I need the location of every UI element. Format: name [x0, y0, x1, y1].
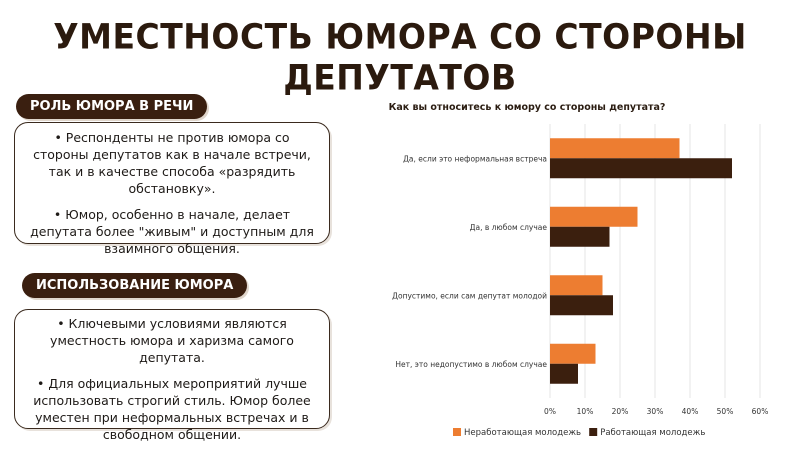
text-box-usage: • Ключевыми условиями являются уместност…: [14, 309, 330, 442]
bar-unemployed: [550, 275, 603, 296]
bar-unemployed: [550, 343, 596, 364]
y-category-label: Нет, это недопустимо в любом случае: [395, 360, 547, 369]
y-category-label: Да, если это неформальная встреча: [403, 154, 547, 163]
x-tick-label: 20%: [612, 407, 629, 416]
bullet-text: • Ключевыми условиями являются уместност…: [50, 316, 294, 365]
section-heading-usage: ИСПОЛЬЗОВАНИЕ ЮМОРА: [22, 273, 248, 298]
section-heading-role: РОЛЬ ЮМОРА В РЕЧИ: [16, 94, 208, 119]
x-tick-label: 0%: [544, 407, 556, 416]
bar-employed: [550, 295, 613, 316]
legend-swatch: [453, 428, 461, 436]
chart-title: Как вы относитесь к юмору со стороны деп…: [389, 102, 666, 113]
y-category-label: Да, в любом случае: [470, 223, 548, 232]
chart-svg: Как вы относитесь к юмору со стороны деп…: [389, 102, 769, 438]
bar-chart: Как вы относитесь к юмору со стороны деп…: [345, 96, 785, 446]
page-title: УМЕСТНОСТЬ ЮМОРА СО СТОРОНЫ ДЕПУТАТОВ: [53, 16, 747, 98]
bullet-text: • Респонденты не против юмора со стороны…: [33, 130, 311, 196]
x-tick-label: 50%: [717, 407, 734, 416]
x-tick-label: 60%: [752, 407, 769, 416]
legend-label: Работающая молодежь: [600, 428, 705, 438]
bar-employed: [550, 363, 578, 384]
text-box-role: • Респонденты не против юмора со стороны…: [14, 122, 330, 256]
bullet-text: • Для официальных мероприятий лучше испо…: [33, 376, 311, 442]
bar-unemployed: [550, 206, 638, 227]
x-tick-label: 10%: [577, 407, 594, 416]
bar-employed: [550, 226, 610, 247]
bar-unemployed: [550, 138, 680, 159]
x-tick-label: 30%: [647, 407, 664, 416]
x-tick-label: 40%: [682, 407, 699, 416]
bar-employed: [550, 158, 732, 179]
y-category-label: Допустимо, если сам депутат молодой: [392, 291, 547, 300]
legend-label: Неработающая молодежь: [464, 428, 581, 438]
bullet-text: • Юмор, особенно в начале, делает депута…: [30, 207, 314, 256]
legend-swatch: [589, 428, 598, 436]
